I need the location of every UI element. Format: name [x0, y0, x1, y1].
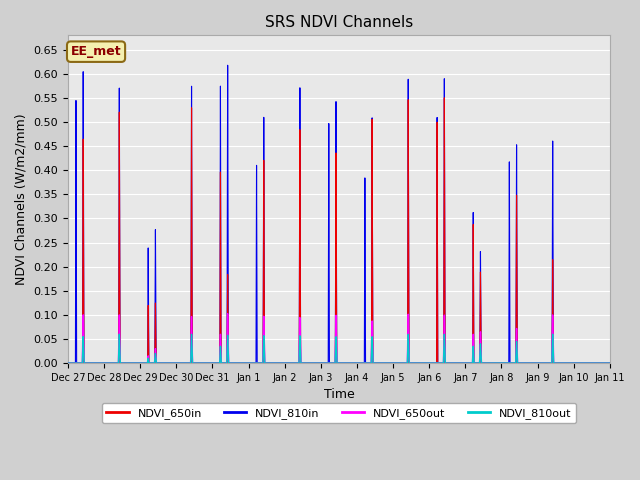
- Y-axis label: NDVI Channels (W/m2/mm): NDVI Channels (W/m2/mm): [15, 113, 28, 285]
- Text: EE_met: EE_met: [71, 45, 122, 58]
- Title: SRS NDVI Channels: SRS NDVI Channels: [265, 15, 413, 30]
- X-axis label: Time: Time: [323, 388, 355, 401]
- Legend: NDVI_650in, NDVI_810in, NDVI_650out, NDVI_810out: NDVI_650in, NDVI_810in, NDVI_650out, NDV…: [102, 403, 576, 423]
